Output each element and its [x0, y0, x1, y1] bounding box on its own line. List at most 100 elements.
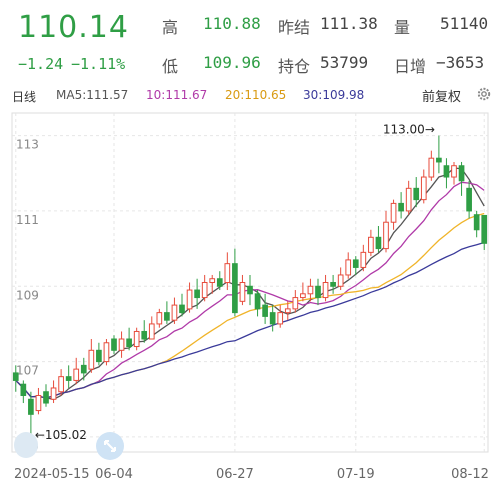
candle-body	[133, 330, 140, 348]
candle-body	[292, 297, 299, 310]
ma10-value: 10:111.67	[146, 88, 208, 102]
candle-body	[383, 221, 389, 250]
candle-body	[345, 259, 352, 276]
candle-body	[80, 364, 87, 374]
candle-body	[88, 349, 95, 370]
candle-body	[269, 312, 276, 325]
candle-body	[126, 338, 132, 348]
candle-body	[12, 372, 19, 381]
candle-body	[300, 293, 306, 299]
high-value: 110.88	[203, 14, 261, 33]
y-tick-label: 107	[16, 364, 39, 378]
price-change: −1.24	[18, 55, 64, 73]
candle-body	[405, 187, 412, 212]
x-tick-label: 06-04	[95, 467, 133, 482]
candle-body	[209, 278, 216, 284]
candle-body	[413, 187, 420, 201]
candle-body	[194, 289, 200, 299]
ma30-value: 30:109.98	[303, 88, 365, 102]
y-tick-label: 113	[16, 138, 39, 152]
candle-body	[420, 176, 427, 201]
candle-body	[28, 398, 34, 415]
volume-label: 量	[394, 18, 411, 37]
zoom-button[interactable]	[96, 432, 124, 460]
candle-body	[148, 323, 155, 340]
candle-body	[436, 157, 442, 163]
ma30-line	[15, 241, 485, 399]
candle-body	[466, 187, 472, 212]
y-tick-label: 111	[16, 213, 39, 227]
moving-average-bar: 日线 MA5:111.57 10:111.67 20:110.65 30:109…	[0, 87, 500, 105]
candle-body	[322, 282, 329, 299]
candle-body	[103, 342, 110, 363]
candle-body	[50, 387, 57, 400]
candle-body	[254, 293, 261, 310]
candle-body	[65, 376, 72, 381]
candle-body	[232, 263, 238, 314]
candle-body	[73, 368, 80, 381]
gear-icon[interactable]	[476, 86, 492, 102]
price-change-percent: −1.11%	[71, 55, 126, 73]
candle-body	[201, 282, 208, 299]
candle-body	[156, 312, 163, 325]
candle-body	[375, 236, 382, 250]
candle-body	[360, 251, 367, 268]
candle-body	[284, 308, 291, 314]
x-tick-label: 06-27	[216, 467, 254, 482]
candle-body	[179, 304, 185, 314]
candle-body	[368, 236, 374, 253]
x-tick-label: 07-19	[337, 467, 375, 482]
open-interest-label: 持仓	[278, 57, 311, 76]
candle-body	[451, 165, 457, 178]
candle-body	[43, 391, 49, 404]
candle-body	[247, 285, 253, 295]
candle-body	[118, 338, 125, 351]
low-label: 低	[162, 57, 179, 76]
period-label[interactable]: 日线	[12, 90, 37, 104]
candle-body	[35, 395, 42, 412]
candle-body	[277, 312, 284, 325]
candle-body	[58, 376, 64, 393]
candle-body	[428, 157, 435, 178]
ma5-value: MA5:111.57	[56, 88, 129, 102]
daily-change-label: 日增	[394, 57, 427, 76]
low-value: 109.96	[203, 53, 261, 72]
ma20-value: 20:110.65	[225, 88, 287, 102]
candle-body	[262, 304, 268, 317]
high-label: 高	[162, 18, 179, 37]
candle-body	[20, 383, 27, 397]
candlestick-chart[interactable]: 1131111091071052024-05-1506-0406-2707-19…	[0, 105, 500, 493]
candle-body	[390, 202, 397, 223]
candle-body	[307, 285, 314, 295]
last-price: 110.14	[18, 10, 129, 45]
chart-frame	[11, 112, 489, 453]
candle-body	[315, 285, 321, 299]
x-tick-label: 2024-05-15	[14, 467, 90, 482]
candle-body	[398, 202, 404, 212]
candle-body	[216, 278, 223, 287]
adjust-mode-label[interactable]: 前复权	[422, 90, 462, 105]
candle-body	[141, 330, 148, 340]
candle-body	[481, 214, 488, 244]
crosshair-handle[interactable]	[14, 432, 38, 458]
open-interest-value: 53799	[320, 53, 369, 72]
candle-body	[352, 259, 359, 268]
prev-settle-value: 111.38	[320, 14, 378, 33]
x-tick-label: 08-12	[451, 467, 489, 482]
prev-settle-label: 昨结	[278, 18, 311, 37]
candle-body	[330, 282, 336, 287]
daily-change-value: −3653	[436, 53, 485, 72]
candle-body	[111, 338, 117, 351]
max-price-annotation: 113.00→	[383, 123, 435, 137]
min-price-annotation: ←105.02	[35, 428, 87, 442]
candle-body	[337, 274, 344, 287]
candle-body	[458, 165, 465, 182]
volume-value: 51140	[440, 14, 489, 33]
candle-body	[186, 289, 193, 310]
candle-body	[239, 282, 246, 302]
candle-body	[96, 349, 102, 363]
y-tick-label: 109	[16, 288, 39, 302]
candle-body	[473, 214, 480, 231]
candle-body	[224, 263, 231, 284]
candle-body	[443, 165, 450, 178]
